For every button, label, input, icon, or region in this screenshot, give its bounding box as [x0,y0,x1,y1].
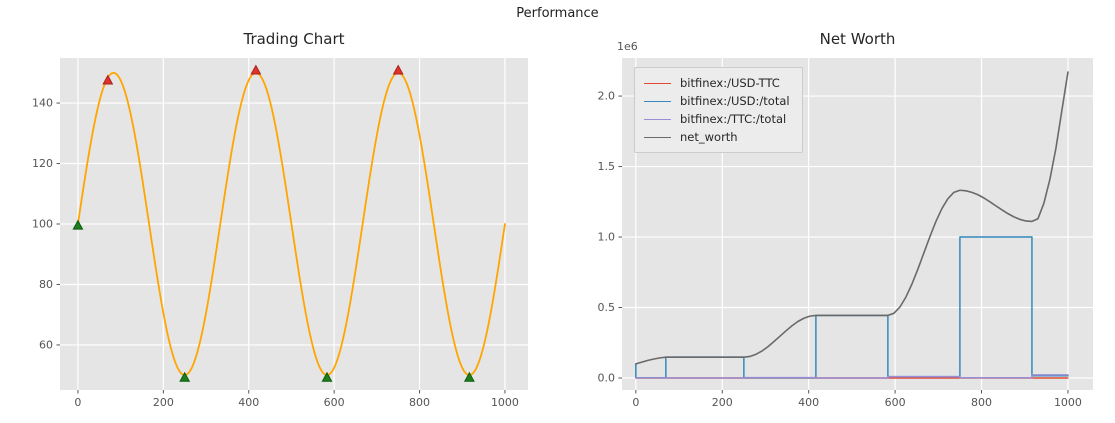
x-tick-label: 800 [409,396,430,409]
series-bitfinex:/TTC:/total [635,374,1069,379]
x-tick-label: 400 [798,396,819,409]
y-axis-offset-label: 1e6 [617,40,638,53]
legend-item-label: bitfinex:/TTC:/total [680,112,787,126]
legend-item-label: bitfinex:/USD-TTC [680,76,780,90]
series-price [77,71,506,377]
y-tick-label: 1.5 [598,160,616,173]
series-net_worth [635,71,1069,365]
y-tick-label: 140 [32,97,53,110]
x-tick-label: 200 [712,396,733,409]
buy-signals-marker [179,371,191,382]
figure-suptitle: Performance [516,6,599,21]
legend-item-label: bitfinex:/USD:/total [680,94,790,108]
x-tick-label: 1000 [1054,396,1082,409]
chart-canvas: 0 200 400 600 800 1000 60 80 100 120 140 [32,58,528,409]
x-tick-label: 200 [153,396,174,409]
legend-item: bitfinex:/USD-TTC [644,74,790,92]
x-tick-label: 600 [885,396,906,409]
x-tick-label: 0 [74,396,81,409]
y-tick-label: 0.5 [598,301,616,314]
sell-signals-marker [250,64,262,75]
legend-item: net_worth [644,128,790,146]
legend-line-sample [644,82,671,84]
x-tick-label: 800 [971,396,992,409]
buy-signals-marker [463,371,475,382]
y-tick-label: 0.0 [598,372,616,385]
legend-item-label: net_worth [680,130,738,144]
legend-line-sample [644,100,671,102]
legend-item: bitfinex:/TTC:/total [644,110,790,128]
net-worth-title: Net Worth [819,30,896,48]
legend: bitfinex:/USD-TTC bitfinex:/USD:/total bit… [634,67,803,153]
legend-item: bitfinex:/USD:/total [644,92,790,110]
net-worth-plot: bitfinex:/USD-TTC bitfinex:/USD:/total bit… [598,58,1093,409]
buy-signals-marker [321,371,333,382]
y-tick-label: 120 [32,157,53,170]
buy-signals-marker [72,219,84,230]
x-tick-label: 600 [324,396,345,409]
y-tick-label: 2.0 [598,90,616,103]
trading-chart-plot: 0 200 400 600 800 1000 60 80 100 120 140 [32,58,528,409]
legend-line-sample [644,136,671,138]
y-tick-label: 60 [39,338,53,351]
legend-line-sample [644,118,671,120]
y-tick-label: 80 [39,278,53,291]
sell-signals-marker [102,74,114,85]
sell-signals-marker [392,64,404,75]
y-tick-label: 100 [32,218,53,231]
x-tick-label: 0 [632,396,639,409]
x-tick-label: 400 [238,396,259,409]
x-tick-label: 1000 [491,396,519,409]
trading-chart-title: Trading Chart [243,30,345,48]
y-tick-label: 1.0 [598,231,616,244]
